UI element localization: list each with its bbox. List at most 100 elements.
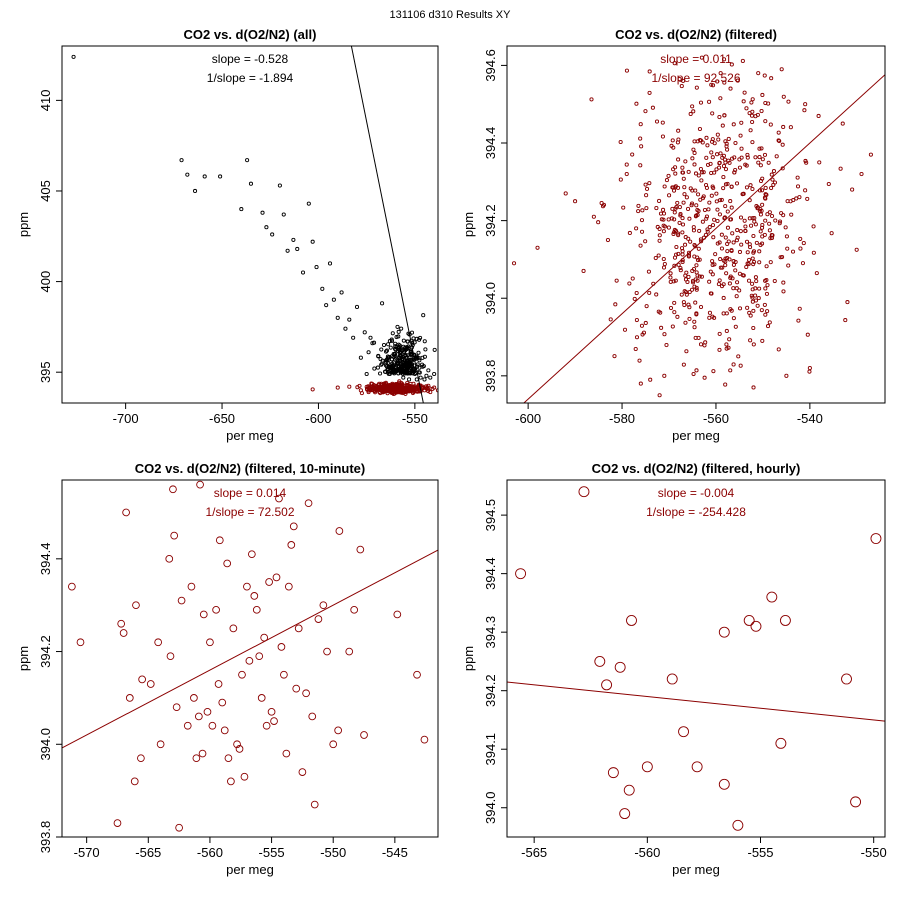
data-point [662,261,667,267]
data-point [717,198,723,203]
data-point [389,386,394,391]
data-point [693,188,698,193]
data-point [212,605,220,614]
data-point [423,347,428,352]
data-point [728,217,734,222]
data-point [641,330,647,335]
data-point [281,212,286,217]
data-point [704,155,709,160]
data-point [672,300,677,305]
data-point [347,317,352,322]
data-point [248,181,254,186]
data-point [573,199,578,204]
x-tick-label: -700 [113,411,139,426]
data-point [773,218,778,223]
data-point [789,212,794,217]
data-point [728,307,733,312]
data-point [714,199,719,204]
x-axis-label: per meg [672,862,720,877]
data-point [277,643,286,651]
data-point [712,315,717,320]
data-point [692,319,697,324]
data-point [380,301,385,306]
data-point [751,342,756,347]
data-point [676,262,681,267]
data-point [745,155,750,160]
data-point [678,265,683,271]
data-point [747,198,752,203]
data-point [185,172,190,177]
data-point [426,383,431,388]
data-point [692,243,697,248]
data-point [724,342,729,347]
data-point [723,263,728,268]
data-point [786,263,791,268]
data-point [403,348,408,353]
data-point [680,216,685,221]
data-point [422,377,427,382]
data-point [644,304,649,309]
data-point [685,279,690,285]
data-point [198,749,207,758]
y-tick-label: 405 [38,180,53,202]
data-point [327,261,333,266]
data-point [239,207,244,212]
data-point [783,225,788,230]
data-point [704,214,709,219]
data-point [686,250,692,255]
data-point [722,113,727,118]
data-point [638,243,643,248]
data-point [672,61,677,66]
data-points [71,54,438,396]
data-point [600,204,606,209]
data-point [366,350,371,355]
data-point [405,359,410,364]
data-point [676,128,681,133]
data-point [758,212,763,217]
data-point [695,207,700,213]
data-point [660,134,665,139]
data-point [310,239,315,244]
data-point [766,160,771,165]
data-point [740,192,745,197]
x-tick-label: -560 [634,845,660,860]
data-point [630,276,635,281]
data-point [763,185,768,191]
data-point [757,208,762,213]
data-point [781,124,786,130]
data-point [398,350,403,355]
data-point [694,287,699,292]
data-point [130,777,139,786]
data-point [775,737,787,749]
data-point [385,361,390,366]
data-point [763,312,768,317]
data-point [420,384,425,389]
data-point [399,355,404,360]
data-point [644,206,649,211]
data-point [662,373,667,378]
data-point [737,165,742,170]
data-point [428,375,433,380]
data-point [691,371,696,377]
data-point [737,306,743,311]
data-point [387,364,392,369]
data-point [686,236,691,241]
data-point [666,225,671,230]
data-point [715,79,720,84]
data-point [677,220,682,225]
data-point [280,670,288,679]
data-point [287,541,296,549]
data-point [717,212,722,217]
data-point [710,259,715,264]
data-point [270,232,275,237]
y-tick-label: 394.1 [483,733,498,766]
data-point [125,694,134,702]
data-point [292,684,301,693]
data-point [668,305,674,311]
data-point [697,228,702,233]
data-point [407,377,412,382]
data-point [672,255,678,260]
data-point [410,343,415,348]
data-point [781,289,786,294]
data-point [734,286,739,291]
